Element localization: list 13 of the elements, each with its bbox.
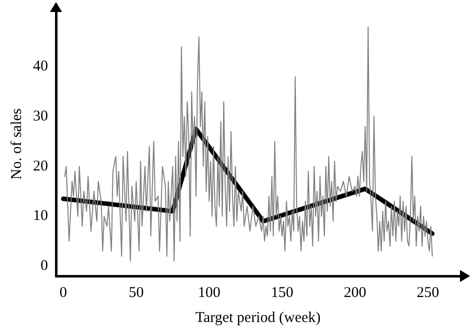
x-tick-label: 150 (270, 284, 294, 301)
y-axis-title: No. of sales (8, 108, 25, 180)
y-tick-label: 10 (33, 208, 48, 224)
y-tick-label: 40 (33, 58, 48, 75)
x-tick-label: 200 (344, 284, 366, 301)
x-tick-label: 250 (416, 284, 440, 301)
x-tick-label: 50 (128, 284, 144, 301)
y-tick-label: 30 (33, 108, 48, 125)
x-tick-label: 0 (60, 284, 68, 301)
x-axis-title: Target period (week) (195, 310, 321, 326)
y-tick-label: 20 (33, 158, 48, 174)
x-tick-label: 100 (198, 284, 220, 301)
y-tick-label: 0 (40, 258, 48, 274)
